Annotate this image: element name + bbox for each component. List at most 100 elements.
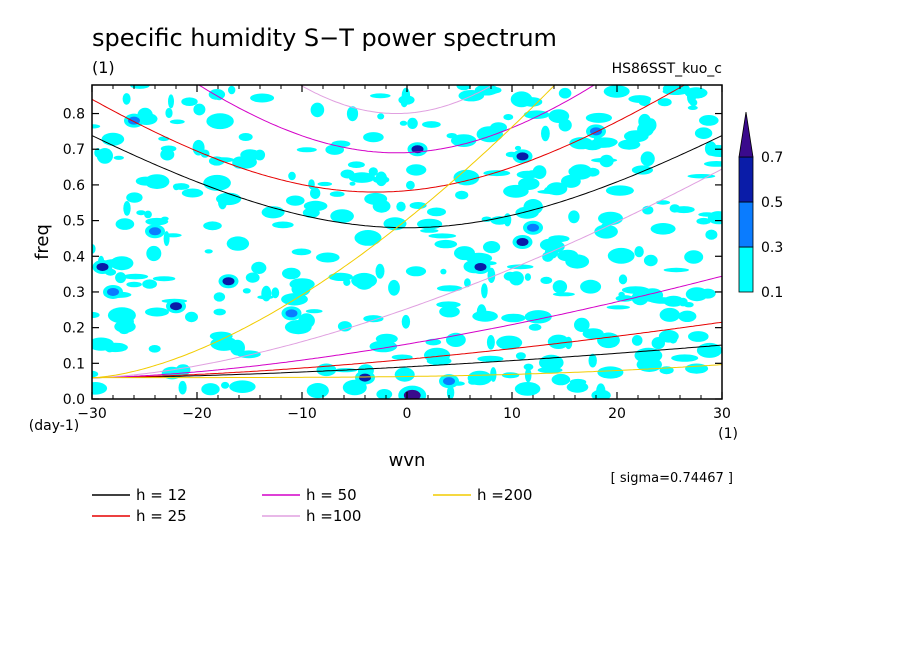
shading-patch	[337, 321, 352, 332]
shading-patch	[539, 238, 560, 252]
shading-patch	[454, 246, 475, 261]
shading-peak	[443, 377, 455, 386]
shading-patch	[645, 256, 655, 265]
shading-patch	[704, 141, 717, 156]
shading-patch	[440, 268, 447, 275]
colorbar-segment	[738, 201, 754, 248]
shading-patch	[671, 354, 699, 362]
x-tick-label: −30	[77, 406, 107, 422]
shading-patch	[501, 372, 520, 379]
y-tick-label: 0.2	[63, 321, 85, 337]
shading-patch	[687, 89, 696, 105]
shading-patch	[467, 370, 492, 386]
shading-patch	[476, 304, 487, 319]
curve-25	[92, 85, 686, 193]
shading-patch	[638, 96, 651, 107]
x-axis-unit: (1)	[718, 426, 738, 442]
x-axis-label: wvn	[389, 450, 426, 471]
shading-patch	[282, 267, 301, 280]
shading-patch	[588, 353, 597, 368]
y-axis-unit: (day-1)	[29, 418, 79, 434]
shading-patch	[523, 363, 534, 371]
shading-patch	[330, 209, 354, 224]
shading-patch	[203, 174, 231, 191]
shading-patch	[92, 244, 96, 254]
shading-patch	[618, 274, 628, 285]
x-tick-label: 10	[503, 406, 521, 422]
shading-patch	[328, 272, 353, 281]
shading-patch	[310, 187, 321, 199]
shading-patch	[391, 354, 413, 360]
chart-subtitle-right: HS86SST_kuo_c	[612, 61, 722, 77]
shading-patch	[144, 210, 152, 219]
shading-patch	[92, 370, 99, 378]
shading-patch	[291, 282, 311, 297]
shading-patch	[206, 113, 234, 130]
shading-patch	[340, 169, 355, 179]
colorbar: 0.1 0.3 0.5 0.7	[738, 111, 783, 301]
shading-patch	[306, 383, 329, 399]
colorbar-segment	[738, 156, 754, 203]
shading-patch	[662, 88, 689, 95]
shading-patch	[585, 112, 613, 123]
shading-patch	[424, 347, 451, 363]
shading-peak	[403, 389, 421, 399]
shading-patch	[146, 245, 162, 262]
shading-patch	[621, 286, 650, 294]
shading-patch	[92, 124, 101, 129]
shading-patch	[377, 113, 385, 120]
shading-patch	[490, 216, 509, 225]
shading-patch	[523, 199, 543, 215]
colorbar-label: 0.1	[761, 285, 783, 301]
shading-patch	[541, 125, 550, 142]
shading-patch	[606, 305, 630, 310]
shading-patch	[678, 310, 697, 322]
shading-patch	[158, 136, 170, 142]
shading-patch	[201, 383, 220, 396]
shading-patch	[607, 247, 635, 264]
shading-patch	[618, 139, 641, 150]
shading-peak	[107, 287, 119, 296]
shading-patch	[394, 367, 415, 382]
colorbar-segment	[738, 246, 754, 293]
x-tick-label: −10	[287, 406, 317, 422]
y-tick-label: 0.1	[63, 356, 85, 372]
curve-branch-50	[92, 275, 722, 379]
shading-patch	[503, 271, 517, 281]
shading-patch	[272, 221, 294, 229]
shading-patch	[669, 204, 680, 213]
y-tick-label: 0.4	[63, 249, 85, 265]
shading-patch	[552, 280, 568, 294]
shading-patch	[169, 119, 185, 125]
shading-patch	[524, 368, 532, 383]
shading-patch	[532, 165, 547, 180]
shading-patch	[631, 335, 643, 346]
shading-patch	[439, 305, 460, 318]
shading-patch	[407, 117, 418, 129]
shading-patch	[123, 201, 131, 216]
shading-patch	[483, 86, 502, 94]
shading-patch	[564, 336, 573, 350]
shading-patch	[631, 165, 654, 175]
shading-patch	[181, 188, 204, 198]
shading-patch	[216, 192, 242, 206]
shading-patch	[605, 185, 634, 196]
shading-patch	[601, 223, 612, 228]
shading-patch	[308, 179, 315, 190]
shading-patch	[650, 223, 676, 235]
shading-patch	[566, 381, 589, 393]
shading-patch	[705, 229, 718, 240]
shading-peak	[96, 262, 109, 271]
shading-patch	[524, 273, 532, 281]
shading-patch	[597, 366, 624, 379]
shading-patch	[317, 181, 333, 187]
shading-patch	[651, 337, 665, 350]
shading-patch	[329, 191, 345, 197]
shading-patch	[209, 331, 233, 341]
curve-200	[92, 364, 722, 379]
sigma-note: [ sigma=0.74467 ]	[611, 471, 733, 486]
shading-patch	[364, 192, 388, 205]
shading-patch	[658, 330, 679, 343]
shading-patch	[92, 382, 108, 395]
